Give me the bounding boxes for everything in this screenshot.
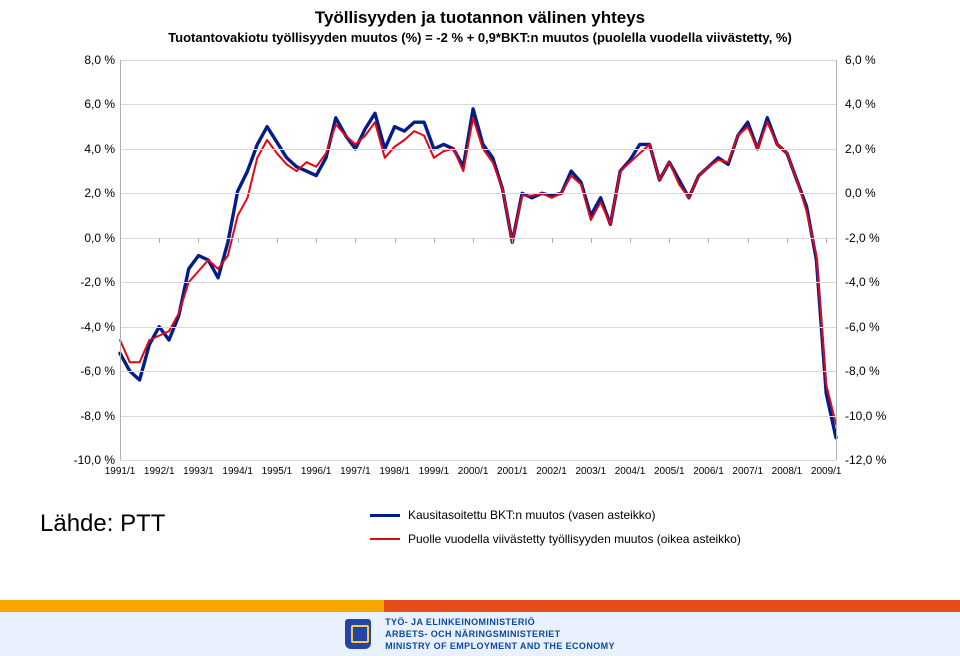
y-axis-right-label: -12,0 %	[845, 453, 900, 467]
x-axis-label: 2008/1	[772, 466, 803, 477]
x-tick	[787, 238, 788, 243]
legend-swatch-icon	[370, 514, 400, 517]
legend-item: Puolle vuodella viivästetty työllisyyden…	[370, 529, 741, 549]
y-axis-left-label: -2,0 %	[60, 275, 115, 289]
x-tick	[473, 238, 474, 243]
x-axis-label: 2000/1	[458, 466, 489, 477]
gridline	[120, 416, 836, 417]
y-axis-left-label: 2,0 %	[60, 186, 115, 200]
ministry-line: ARBETS- OCH NÄRINGSMINISTERIET	[385, 628, 615, 640]
x-tick	[826, 238, 827, 243]
gridline	[120, 460, 836, 461]
footer-body: TYÖ- JA ELINKEINOMINISTERIÖ ARBETS- OCH …	[0, 612, 960, 656]
chart-subtitle: Tuotantovakiotu työllisyyden muutos (%) …	[0, 30, 960, 45]
y-axis-right-label: 0,0 %	[845, 186, 900, 200]
x-axis-label: 2003/1	[575, 466, 606, 477]
legend-item: Kausitasoitettu BKT:n muutos (vasen aste…	[370, 505, 741, 525]
x-tick	[591, 238, 592, 243]
gridline	[120, 238, 836, 239]
x-tick	[512, 238, 513, 243]
x-tick	[434, 238, 435, 243]
x-tick	[395, 238, 396, 243]
chart-title: Työllisyyden ja tuotannon välinen yhteys	[0, 8, 960, 28]
gridline	[120, 282, 836, 283]
gridline	[120, 60, 836, 61]
x-axis-label: 2005/1	[654, 466, 685, 477]
line-chart-svg	[120, 60, 836, 460]
ministry-line: TYÖ- JA ELINKEINOMINISTERIÖ	[385, 616, 615, 628]
y-axis-left-label: -4,0 %	[60, 320, 115, 334]
y-axis-left-label: -8,0 %	[60, 409, 115, 423]
y-axis-left-label: -10,0 %	[60, 453, 115, 467]
title-block: Työllisyyden ja tuotannon välinen yhteys…	[0, 8, 960, 45]
coat-of-arms-icon	[345, 619, 371, 649]
gridline	[120, 371, 836, 372]
x-tick	[630, 238, 631, 243]
x-axis-label: 1996/1	[301, 466, 332, 477]
x-axis-label: 1991/1	[105, 466, 136, 477]
y-axis-left-label: 0,0 %	[60, 231, 115, 245]
y-axis-right-label: 4,0 %	[845, 97, 900, 111]
y-axis-right-label: 2,0 %	[845, 142, 900, 156]
legend-swatch-icon	[370, 538, 400, 540]
x-tick	[238, 238, 239, 243]
legend: Kausitasoitettu BKT:n muutos (vasen aste…	[370, 505, 741, 553]
axis-line	[120, 60, 121, 460]
y-axis-left-label: 4,0 %	[60, 142, 115, 156]
y-axis-right-label: -8,0 %	[845, 364, 900, 378]
x-axis-label: 1992/1	[144, 466, 175, 477]
y-axis-left-label: 8,0 %	[60, 53, 115, 67]
gridline	[120, 327, 836, 328]
x-tick	[198, 238, 199, 243]
x-tick	[748, 238, 749, 243]
ministry-text: TYÖ- JA ELINKEINOMINISTERIÖ ARBETS- OCH …	[385, 616, 615, 652]
x-tick	[669, 238, 670, 243]
y-axis-left-label: -6,0 %	[60, 364, 115, 378]
legend-label: Puolle vuodella viivästetty työllisyyden…	[408, 529, 741, 549]
x-axis-label: 1999/1	[419, 466, 450, 477]
x-tick	[355, 238, 356, 243]
x-axis-label: 2007/1	[732, 466, 763, 477]
legend-label: Kausitasoitettu BKT:n muutos (vasen aste…	[408, 505, 655, 525]
x-tick	[159, 238, 160, 243]
x-axis-label: 1994/1	[222, 466, 253, 477]
x-axis-label: 1998/1	[379, 466, 410, 477]
y-axis-right-label: -10,0 %	[845, 409, 900, 423]
chart-area: 8,0 %6,0 %4,0 %2,0 %0,0 %-2,0 %-4,0 %-6,…	[60, 60, 900, 490]
x-axis-label: 2006/1	[693, 466, 724, 477]
source-label: Lähde: PTT	[40, 510, 165, 538]
y-axis-left-label: 6,0 %	[60, 97, 115, 111]
footer: TYÖ- JA ELINKEINOMINISTERIÖ ARBETS- OCH …	[0, 600, 960, 656]
gridline	[120, 193, 836, 194]
x-tick	[552, 238, 553, 243]
x-tick	[708, 238, 709, 243]
x-tick	[277, 238, 278, 243]
x-axis-label: 1997/1	[340, 466, 371, 477]
gridline	[120, 149, 836, 150]
x-axis-label: 2009/1	[811, 466, 842, 477]
x-axis-label: 1993/1	[183, 466, 214, 477]
plot-area	[120, 60, 836, 460]
x-axis-label: 2002/1	[536, 466, 567, 477]
x-axis-label: 1995/1	[262, 466, 293, 477]
x-axis-label: 2004/1	[615, 466, 646, 477]
y-axis-right-label: -4,0 %	[845, 275, 900, 289]
ministry-line: MINISTRY OF EMPLOYMENT AND THE ECONOMY	[385, 640, 615, 652]
y-axis-right-label: -6,0 %	[845, 320, 900, 334]
axis-line	[836, 60, 837, 460]
footer-stripe	[0, 600, 960, 612]
x-tick	[316, 238, 317, 243]
y-axis-right-label: 6,0 %	[845, 53, 900, 67]
y-axis-right-label: -2,0 %	[845, 231, 900, 245]
x-tick	[120, 238, 121, 243]
gridline	[120, 104, 836, 105]
x-axis-label: 2001/1	[497, 466, 528, 477]
